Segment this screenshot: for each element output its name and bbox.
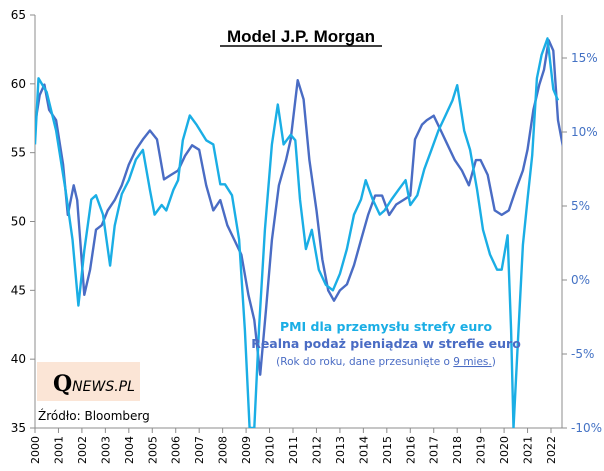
right-tick-label: -10% [571,421,602,435]
left-tick-label: 40 [11,352,26,366]
left-tick-label: 35 [11,421,26,435]
logo-text: NEWS.PL [72,379,135,395]
x-tick-label: 2016 [404,436,417,464]
right-tick-label: 10% [571,125,598,139]
right-tick-label: 0% [571,273,590,287]
x-tick-label: 2007 [193,436,206,464]
x-tick-label: 2006 [170,436,183,464]
x-tick-label: 2017 [428,436,441,464]
legend-money-supply: Realna podaż pieniądza w strefie euro [251,336,521,351]
logo-background [37,362,140,401]
x-tick-label: 2001 [52,436,65,464]
logo: QNEWS.PL [53,371,135,397]
x-tick-label: 2000 [29,436,42,464]
left-tick-label: 50 [11,215,26,229]
x-tick-label: 2008 [217,436,230,464]
x-tick-label: 2011 [287,436,300,464]
x-tick-label: 2018 [451,436,464,464]
x-tick-label: 2019 [475,436,488,464]
logo-q: Q [53,371,72,397]
source-label: Źródło: Bloomberg [38,408,150,423]
chart-title: Model J.P. Morgan [227,27,375,46]
x-tick-label: 2020 [498,436,511,464]
x-tick-label: 2014 [357,436,370,464]
x-tick-label: 2004 [123,436,136,464]
left-tick-label: 55 [11,146,26,160]
series-lines [34,37,568,429]
x-tick-label: 2015 [381,436,394,464]
right-tick-label: 15% [571,51,598,65]
legend-note-suffix: ) [492,356,496,368]
x-tick-label: 2003 [99,436,112,464]
left-tick-label: 65 [11,8,26,22]
x-tick-label: 2002 [76,436,89,464]
legend-note: (Rok do roku, dane przesunięte o 9 mies.… [276,356,496,368]
x-tick-label: 2013 [334,436,347,464]
legend-note-link[interactable]: 9 mies. [453,356,491,368]
x-tick-label: 2010 [264,436,277,464]
right-tick-label: 5% [571,199,590,213]
left-tick-label: 60 [11,77,26,91]
right-tick-label: -5% [571,347,594,361]
left-tick-label: 45 [11,283,26,297]
legend-pmi: PMI dla przemysłu strefy euro [280,319,493,334]
series-line-pmi [35,37,560,428]
x-tick-label: 2021 [522,436,535,464]
legend-note-prefix: (Rok do roku, dane przesunięte o [276,356,453,368]
x-tick-label: 2012 [310,436,323,464]
x-tick-label: 2009 [240,436,253,464]
x-tick-label: 2022 [545,436,558,464]
x-tick-label: 2005 [146,436,159,464]
axes: 35 40 45 50 55 60 65 -10% -5% 0% 5% 10% 15% 2000 2001 2… [11,8,602,464]
